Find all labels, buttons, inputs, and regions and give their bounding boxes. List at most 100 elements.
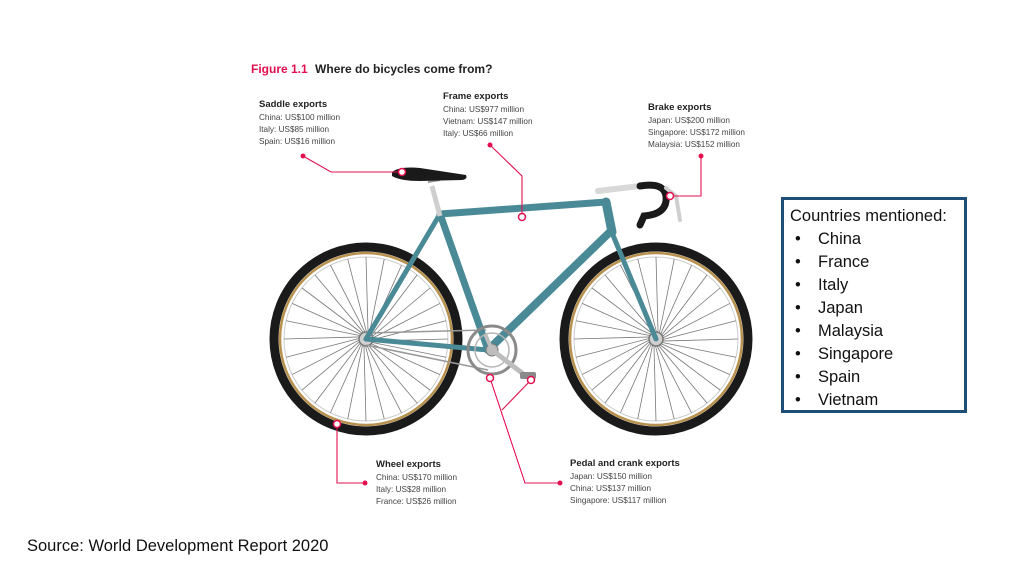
wheel-spoke (660, 342, 731, 375)
pedal-callout-dot (557, 480, 563, 486)
wheel-spoke (367, 344, 418, 404)
country-name: China (818, 230, 862, 248)
frame-exports-callout: Frame exports China: US$977 million Viet… (443, 91, 533, 140)
country-name: Italy (818, 276, 849, 294)
bullet-icon: • (795, 368, 801, 386)
wheel-spoke (285, 320, 362, 337)
wheel-spoke (660, 341, 737, 358)
brake-callout-dot (698, 153, 704, 159)
saddle (392, 167, 467, 181)
wheel-spoke (581, 339, 651, 375)
brake-exports-line: Japan: US$200 million (648, 116, 730, 125)
wheel-exports-line: Italy: US$28 million (376, 485, 447, 494)
bullet-icon: • (795, 253, 801, 271)
figure-number: Figure 1.1 (251, 62, 308, 76)
pedal-leader-branch (501, 379, 532, 411)
wheel-spoke (314, 274, 365, 334)
brake-exports-callout: Brake exports Japan: US$200 million Sing… (648, 102, 745, 151)
wheel-spoke (604, 341, 652, 404)
wheel-exports-title: Wheel exports (376, 459, 441, 470)
frame-exports-line: China: US$977 million (443, 105, 525, 114)
wheel-spoke (660, 274, 708, 337)
pedal-crank-exports-line: China: US$137 million (570, 484, 652, 493)
country-list-item: • Vietnam (790, 389, 958, 412)
saddle-exports-line: Italy: US$85 million (259, 125, 330, 134)
wheel-spoke (365, 256, 369, 334)
saddle-leader-line (302, 155, 402, 173)
wheel-spoke (604, 274, 655, 334)
wheel-spoke (654, 344, 675, 420)
wheel-spoke (283, 336, 361, 340)
wheel-spoke (575, 320, 652, 337)
wheel-spoke (285, 337, 361, 358)
saddle-exports-title: Saddle exports (259, 99, 328, 110)
country-list-item: • Malaysia (790, 320, 958, 343)
wheel-spoke (368, 258, 385, 335)
country-name: France (818, 253, 870, 271)
saddle-exports-callout: Saddle exports China: US$100 million Ita… (259, 99, 340, 148)
wheel-spoke (658, 343, 721, 391)
brake-exports-line: Malaysia: US$152 million (648, 140, 740, 149)
callout-leader-lines (302, 144, 702, 484)
bullet-icon: • (795, 391, 801, 409)
wheel-spoke (366, 344, 402, 414)
source-note: Source: World Development Report 2020 (27, 537, 329, 555)
wheel-leader-line (336, 424, 365, 484)
wheel-spoke (370, 341, 447, 358)
saddle-exports-line: Spain: US$16 million (259, 137, 336, 146)
wheel-spoke (656, 344, 692, 414)
country-list-item: • Spain (790, 366, 958, 389)
wheel-spoke (581, 303, 652, 336)
frame-exports-title: Frame exports (443, 91, 509, 102)
pedal-crank-exports-callout: Pedal and crank exports Japan: US$150 mi… (570, 458, 680, 507)
countries-list: • China • France • Italy • Japan • Malaysia •… (790, 228, 958, 412)
wheel-spoke (301, 340, 361, 391)
wheel-spoke (661, 287, 721, 338)
wheel-spoke (591, 287, 654, 335)
wheel-spoke (591, 340, 651, 391)
wheel-spoke (655, 256, 659, 334)
wheel-exports-line: China: US$170 million (376, 473, 458, 482)
pedal-crank-exports-line: Japan: US$150 million (570, 472, 652, 481)
front-wheel (559, 242, 753, 436)
countries-box-title: Countries mentioned: (790, 207, 947, 225)
wheel-spoke (575, 337, 651, 358)
wheel-spoke (658, 258, 675, 335)
seat-post (427, 179, 443, 217)
wheel-spoke (330, 264, 366, 334)
wheel-marker (332, 419, 342, 429)
country-name: Spain (818, 368, 861, 386)
wheel-spoke (661, 338, 739, 342)
country-list-item: • Italy (790, 274, 958, 297)
wheel-spoke (661, 320, 737, 341)
country-name: Japan (818, 299, 863, 317)
country-list-item: • China (790, 228, 958, 251)
saddle-marker (397, 167, 407, 177)
figure-title: Figure 1.1 Where do bicycles come from? (251, 62, 492, 76)
saddle-callout-dot (300, 153, 306, 159)
wheel-spoke (573, 336, 651, 340)
wheel-spoke (637, 343, 654, 420)
wheel-spoke (314, 341, 362, 404)
country-list-item: • Singapore (790, 343, 958, 366)
wheel-exports-line: France: US$26 million (376, 497, 457, 506)
wheel-spoke (637, 258, 658, 334)
pedal-crank-exports-title: Pedal and crank exports (570, 458, 680, 469)
wheel-spoke (301, 287, 364, 335)
wheel-spoke (363, 344, 367, 422)
wheel-spoke (370, 274, 418, 337)
country-list-item: • France (790, 251, 958, 274)
chain (365, 329, 489, 371)
pedal-marker (526, 375, 536, 385)
brake-exports-line: Singapore: US$172 million (648, 128, 745, 137)
frame-leader-line (489, 144, 523, 217)
wheel-spoke (364, 344, 385, 420)
wheel-callout-dot (362, 480, 368, 486)
wheel-spoke (371, 320, 447, 341)
wheel-spoke (659, 264, 692, 335)
frame-exports-line: Italy: US$66 million (443, 129, 514, 138)
wheel-spoke (661, 303, 731, 339)
wheel-spoke (653, 344, 657, 422)
frame-callout-dot (487, 142, 493, 148)
